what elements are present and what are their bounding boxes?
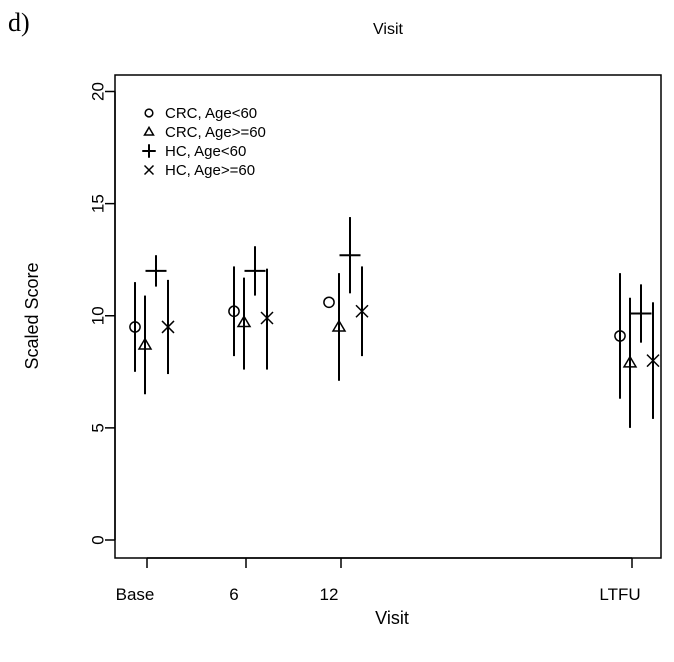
panel-label: d) bbox=[8, 8, 30, 37]
legend-label: CRC, Age>=60 bbox=[165, 124, 266, 141]
data-point bbox=[129, 321, 141, 333]
legend-marker bbox=[143, 164, 155, 176]
data-point bbox=[339, 244, 361, 266]
y-axis: 0 5 10 15 20 bbox=[89, 82, 116, 545]
data-point bbox=[614, 330, 626, 342]
data-point bbox=[244, 260, 266, 282]
x-axis: Base 6 12 LTFU bbox=[116, 557, 641, 604]
legend: CRC, Age<60 CRC, Age>=60 HC, Age<60 HC, Age… bbox=[142, 105, 266, 179]
x-tick-label: 12 bbox=[320, 585, 339, 604]
y-tick-label: 10 bbox=[89, 306, 108, 325]
x-tick-label: LTFU bbox=[599, 585, 640, 604]
data-point bbox=[646, 354, 660, 368]
x-tick-label: 6 bbox=[229, 585, 238, 604]
data-point bbox=[622, 355, 638, 368]
chart-title: Visit bbox=[373, 21, 403, 38]
data-marks bbox=[129, 217, 660, 428]
x-tick-label: Base bbox=[116, 585, 155, 604]
data-point bbox=[145, 260, 167, 282]
legend-label: HC, Age>=60 bbox=[165, 162, 255, 179]
legend-marker bbox=[142, 144, 156, 158]
y-tick-label: 5 bbox=[89, 423, 108, 432]
y-tick-label: 20 bbox=[89, 82, 108, 101]
data-point bbox=[355, 304, 369, 318]
legend-marker bbox=[143, 125, 155, 136]
y-tick-label: 15 bbox=[89, 194, 108, 213]
legend-marker bbox=[144, 108, 154, 118]
data-point bbox=[630, 303, 652, 325]
data-point bbox=[323, 296, 335, 309]
data-point bbox=[236, 314, 252, 328]
x-axis-label: Visit bbox=[375, 608, 409, 628]
y-tick-label: 0 bbox=[89, 535, 108, 544]
data-point bbox=[260, 311, 274, 325]
data-point bbox=[228, 305, 240, 318]
data-point bbox=[161, 320, 175, 334]
data-point bbox=[137, 337, 153, 350]
data-point bbox=[331, 319, 347, 332]
y-axis-label: Scaled Score bbox=[22, 262, 42, 369]
legend-label: CRC, Age<60 bbox=[165, 105, 257, 122]
legend-label: HC, Age<60 bbox=[165, 143, 246, 160]
